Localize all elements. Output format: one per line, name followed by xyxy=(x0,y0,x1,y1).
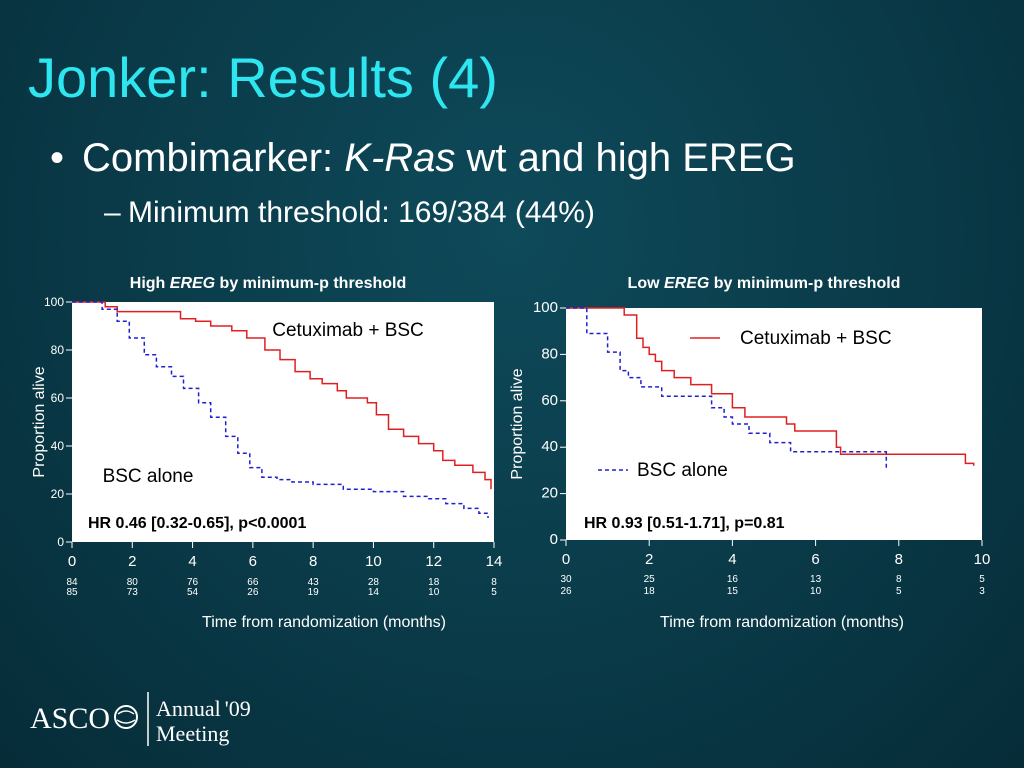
chart2-at-risk-bsc: 26 xyxy=(560,586,572,597)
chart2-x-tick-label: 8 xyxy=(895,551,903,568)
chart1-title: High EREG by minimum-p threshold xyxy=(130,275,406,292)
chart1-at-risk-cetuximab: 76 xyxy=(187,577,199,588)
chart1-x-tick-label: 6 xyxy=(249,553,257,570)
chart1-x-tick-label: 8 xyxy=(309,553,317,570)
chart1-x-tick-label: 12 xyxy=(425,553,442,570)
chart1-y-tick-label: 20 xyxy=(51,487,65,501)
chart1-at-risk-bsc: 54 xyxy=(187,587,199,598)
sub-bullet-threshold: – Minimum threshold: 169/384 (44%) xyxy=(104,198,595,228)
chart2-at-risk-bsc: 10 xyxy=(810,586,822,597)
chart2-x-tick-label: 4 xyxy=(728,551,736,568)
bullet-kras: K-Ras xyxy=(344,136,456,180)
asco-annual-meeting-logo: ASCO Annual '09 Meeting xyxy=(30,692,251,746)
chart2-at-risk-bsc: 15 xyxy=(727,586,739,597)
chart2-at-risk-cetuximab: 5 xyxy=(979,574,985,585)
chart2-y-tick-label: 80 xyxy=(541,345,558,362)
chart2-bsc-alone-curve xyxy=(566,307,888,469)
chart2-title: Low EREG by minimum-p threshold xyxy=(628,275,901,292)
chart1-at-risk-bsc: 10 xyxy=(428,587,440,598)
chart1-at-risk-bsc: 5 xyxy=(491,587,497,598)
chart2-y-tick-label: 0 xyxy=(550,531,558,548)
chart1-label-bsc-alone: BSC alone xyxy=(103,466,194,487)
chart1-at-risk-cetuximab: 80 xyxy=(127,577,139,588)
slide-title: Jonker: Results (4) xyxy=(28,46,498,109)
chart2-x-tick-label: 10 xyxy=(974,551,991,568)
asco-globe-icon xyxy=(114,705,138,729)
chart1-label-cetuximab: Cetuximab + BSC xyxy=(272,320,424,341)
chart1-at-risk-bsc: 14 xyxy=(368,587,380,598)
chart1-at-risk-cetuximab: 43 xyxy=(308,577,320,588)
chart1-at-risk-cetuximab: 8 xyxy=(491,577,497,588)
chart1-at-risk-bsc: 26 xyxy=(247,587,259,598)
chart2-x-tick-label: 2 xyxy=(645,551,653,568)
chart2-at-risk-cetuximab: 30 xyxy=(560,574,572,585)
chart2-at-risk-bsc: 3 xyxy=(979,586,985,597)
annual-label: Annual '09 xyxy=(156,696,251,721)
chart1-plot-area xyxy=(72,302,494,542)
chart1-x-axis-label: Time from randomization (months) xyxy=(202,614,446,631)
bullet-dot-icon: • xyxy=(50,136,65,180)
chart2-at-risk-bsc: 18 xyxy=(644,586,656,597)
chart1-x-tick-label: 14 xyxy=(486,553,503,570)
chart2-at-risk-cetuximab: 8 xyxy=(896,574,902,585)
chart2-at-risk-cetuximab: 25 xyxy=(644,574,656,585)
chart1-at-risk-bsc: 19 xyxy=(308,587,320,598)
chart1-y-tick-label: 60 xyxy=(51,391,65,405)
chart2-at-risk-cetuximab: 16 xyxy=(727,574,739,585)
sub-bullet-text: Minimum threshold: 169/384 (44%) xyxy=(128,196,595,229)
chart1-at-risk-bsc: 85 xyxy=(66,587,78,598)
chart1-at-risk-cetuximab: 84 xyxy=(66,577,78,588)
chart1-at-risk-cetuximab: 28 xyxy=(368,577,380,588)
chart2-x-tick-label: 0 xyxy=(562,551,570,568)
chart2-at-risk-bsc: 5 xyxy=(896,586,902,597)
chart2-x-axis-label: Time from randomization (months) xyxy=(660,614,904,631)
chart1-y-tick-label: 80 xyxy=(51,343,65,357)
chart2-y-tick-label: 60 xyxy=(541,392,558,409)
chart1-x-tick-label: 4 xyxy=(188,553,196,570)
chart1-x-tick-label: 10 xyxy=(365,553,382,570)
chart1-bsc-alone-curve xyxy=(72,301,489,518)
chart2-hr-annotation: HR 0.93 [0.51-1.71], p=0.81 xyxy=(584,515,785,532)
bullet-suffix: wt and high EREG xyxy=(455,136,796,180)
chart1-y-tick-label: 0 xyxy=(57,535,64,549)
chart2-y-tick-label: 20 xyxy=(541,485,558,502)
asco-logo-text: ASCO xyxy=(30,702,110,735)
chart1-at-risk-cetuximab: 18 xyxy=(428,577,440,588)
chart2-y-axis-label: Proportion alive xyxy=(509,368,526,479)
chart2-at-risk-cetuximab: 13 xyxy=(810,574,822,585)
meeting-label: Meeting xyxy=(156,721,229,746)
chart2-y-tick-label: 100 xyxy=(533,299,558,316)
chart1-at-risk-cetuximab: 66 xyxy=(247,577,259,588)
chart1-y-tick-label: 40 xyxy=(51,439,65,453)
chart1-cetuximab-curve xyxy=(72,301,492,490)
sub-bullet-dash-icon: – xyxy=(104,196,121,229)
chart2-cetuximab-curve xyxy=(566,307,975,466)
chart2-label-bsc-alone: BSC alone xyxy=(637,460,728,481)
chart2-x-tick-label: 6 xyxy=(811,551,819,568)
chart1-at-risk-bsc: 73 xyxy=(127,587,139,598)
chart1-y-axis-label: Proportion alive xyxy=(31,366,48,477)
chart1-y-tick-label: 100 xyxy=(44,295,64,309)
chart1-x-tick-label: 2 xyxy=(128,553,136,570)
bullet-prefix: Combimarker: xyxy=(82,136,345,180)
chart1-x-tick-label: 0 xyxy=(68,553,76,570)
chart1-hr-annotation: HR 0.46 [0.32-0.65], p<0.0001 xyxy=(88,515,306,532)
chart2-label-cetuximab: Cetuximab + BSC xyxy=(740,328,892,349)
chart2-plot-area xyxy=(566,308,982,540)
chart2-y-tick-label: 40 xyxy=(541,438,558,455)
bullet-combimarker: • Combimarker: K-Ras wt and high EREG xyxy=(50,138,796,178)
